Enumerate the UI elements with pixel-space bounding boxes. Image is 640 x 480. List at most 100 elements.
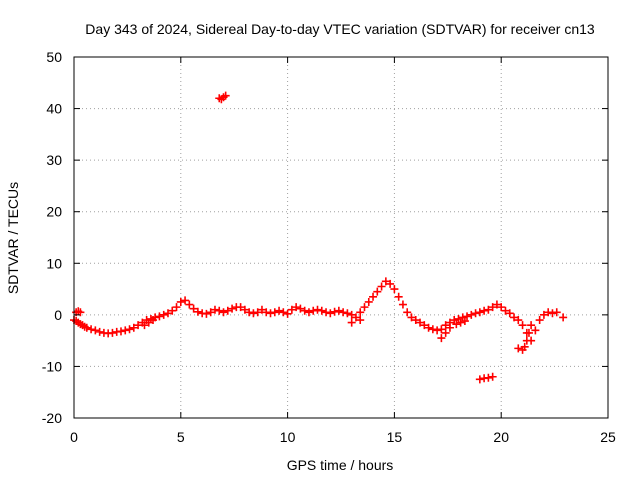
data-point	[334, 306, 343, 315]
x-tick-label: 10	[280, 429, 296, 445]
data-point	[463, 312, 472, 321]
data-point	[522, 336, 531, 345]
data-point	[520, 342, 529, 351]
data-point	[559, 313, 568, 322]
data-point	[514, 316, 523, 325]
y-tick-label: 40	[46, 101, 62, 117]
data-point	[484, 305, 493, 314]
data-point	[339, 308, 348, 317]
data-point	[140, 321, 149, 330]
data-point	[275, 306, 284, 315]
data-point	[215, 306, 224, 315]
data-point	[125, 325, 134, 334]
data-point	[535, 316, 544, 325]
data-point	[149, 316, 158, 325]
data-point	[386, 279, 395, 288]
data-point	[475, 308, 484, 317]
data-point	[322, 308, 331, 317]
data-point	[287, 305, 296, 314]
data-point	[206, 308, 215, 317]
data-point	[296, 304, 305, 313]
data-point	[343, 309, 352, 318]
data-point	[347, 318, 356, 327]
data-point	[228, 304, 237, 313]
data-point	[480, 306, 489, 315]
data-point	[441, 328, 450, 337]
data-point	[544, 308, 553, 317]
data-point	[309, 306, 318, 315]
data-point	[270, 308, 279, 317]
data-point	[364, 297, 373, 306]
data-point	[121, 326, 130, 335]
data-point	[460, 317, 469, 326]
data-point	[437, 325, 446, 334]
grid-lines	[74, 57, 608, 418]
data-point	[95, 327, 104, 336]
data-point	[91, 326, 100, 335]
data-point	[420, 321, 429, 330]
data-point	[181, 296, 190, 305]
data-point	[279, 308, 288, 317]
data-point	[452, 320, 461, 329]
data-point	[437, 334, 446, 343]
data-point	[497, 303, 506, 312]
data-point	[403, 308, 412, 317]
data-point	[433, 326, 442, 335]
x-tick-label: 20	[493, 429, 509, 445]
data-point	[524, 328, 533, 337]
y-tick-label: 10	[46, 255, 62, 271]
data-point	[283, 309, 292, 318]
data-point	[108, 328, 117, 337]
data-point	[356, 308, 365, 317]
data-point	[253, 308, 262, 317]
x-tick-label: 0	[70, 429, 78, 445]
data-point	[292, 303, 301, 312]
data-points	[70, 91, 568, 384]
y-axis-label: SDTVAR / TECUs	[5, 182, 21, 294]
data-point	[505, 309, 514, 318]
data-point	[484, 373, 493, 382]
data-point	[411, 316, 420, 325]
data-point	[330, 307, 339, 316]
data-point	[313, 305, 322, 314]
x-tick-label: 5	[177, 429, 185, 445]
data-point	[424, 323, 433, 332]
y-tick-label: -10	[42, 358, 62, 374]
chart-title: Day 343 of 2024, Sidereal Day-to-day VTE…	[85, 21, 595, 37]
data-point	[347, 310, 356, 319]
data-point	[163, 309, 172, 318]
data-point	[407, 313, 416, 322]
data-point	[351, 313, 360, 322]
data-point	[87, 325, 96, 334]
data-point	[219, 308, 228, 317]
data-point	[390, 285, 399, 294]
data-point	[185, 300, 194, 309]
data-point	[304, 308, 313, 317]
data-point	[360, 303, 369, 312]
data-point	[240, 305, 249, 314]
data-point	[369, 292, 378, 301]
data-point	[416, 318, 425, 327]
data-point	[168, 306, 177, 315]
data-point	[300, 306, 309, 315]
data-point	[428, 325, 437, 334]
y-tick-label: 50	[46, 49, 62, 65]
data-point	[144, 318, 153, 327]
y-tick-label: 20	[46, 204, 62, 220]
data-point	[129, 323, 138, 332]
data-point	[381, 277, 390, 286]
data-point	[501, 306, 510, 315]
data-point	[249, 309, 258, 318]
data-point	[514, 344, 523, 353]
data-point	[456, 318, 465, 327]
data-point	[373, 287, 382, 296]
data-point	[527, 321, 536, 330]
data-point	[202, 309, 211, 318]
x-tick-label: 25	[600, 429, 616, 445]
data-point	[236, 303, 245, 312]
data-point	[172, 303, 181, 312]
data-point	[398, 300, 407, 309]
data-point	[245, 308, 254, 317]
data-point	[548, 309, 557, 318]
